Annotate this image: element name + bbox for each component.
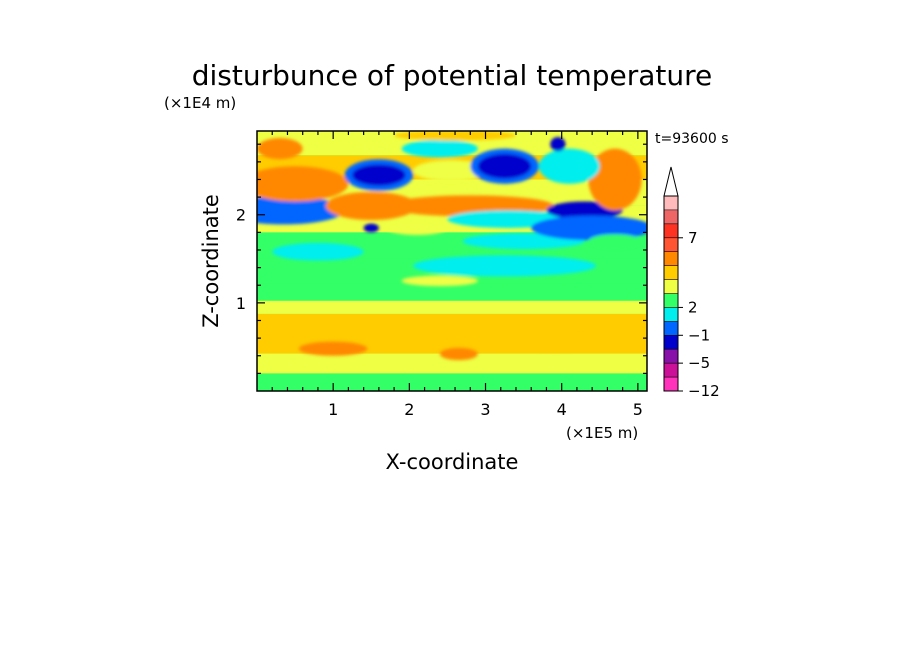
contour-cell — [298, 341, 368, 356]
y-unit-label: (×1E4 m) — [164, 94, 236, 112]
x-unit-label: (×1E5 m) — [566, 424, 638, 442]
contour-cell — [531, 215, 647, 241]
colorbar-swatch — [664, 196, 678, 211]
colorbar-swatch — [664, 377, 678, 392]
colorbar-tick-label: 2 — [688, 298, 698, 316]
colorbar-swatch — [664, 237, 678, 253]
contour-cell — [257, 138, 303, 160]
contour-cell — [550, 137, 566, 152]
colorbar-swatch — [664, 349, 678, 364]
contour-cell — [272, 242, 364, 261]
colorbar-swatch — [664, 307, 678, 322]
contour-cell — [413, 255, 596, 277]
x-axis: 1 2 3 4 5 — [271, 131, 643, 419]
contour-band — [257, 283, 647, 301]
colorbar-swatch — [664, 265, 678, 280]
colorbar-swatch — [664, 363, 678, 378]
colorbar-swatch — [664, 321, 678, 336]
contour-cell — [257, 166, 349, 202]
x-tick-label: 1 — [328, 400, 338, 419]
colorbar-arrow — [663, 166, 679, 197]
colorbar-swatch — [664, 279, 678, 294]
contour-band — [257, 353, 647, 374]
colorbar: 7 2 −1 −5 −12 — [663, 166, 720, 400]
contour-cell — [401, 275, 478, 287]
colorbar-swatch — [664, 293, 678, 308]
y-tick-label: 2 — [236, 206, 246, 225]
colorbar-swatch — [664, 223, 678, 239]
contour-cell — [477, 153, 532, 179]
y-axis: 12 — [236, 143, 647, 374]
colorbar-tick-label: −1 — [688, 326, 710, 344]
contour-band — [257, 373, 647, 391]
x-tick-label: 3 — [480, 400, 490, 419]
contour-cell — [588, 148, 642, 211]
contour-cell — [386, 220, 448, 236]
contour-cell — [439, 347, 478, 361]
x-tick-label: 2 — [404, 400, 414, 419]
y-axis-label: Z-coordinate — [199, 194, 223, 328]
contour-cell — [363, 223, 379, 233]
contour-cell — [257, 196, 345, 225]
colorbar-tick-label: −5 — [688, 354, 710, 372]
plot-frame — [256, 130, 648, 392]
contour-cell — [538, 148, 600, 184]
colorbar-swatch — [664, 335, 678, 350]
contour-cell — [401, 139, 478, 158]
contour-cell — [352, 164, 406, 186]
colorbar-tick-label: −12 — [688, 382, 720, 400]
x-tick-label: 4 — [557, 400, 567, 419]
features — [257, 131, 647, 361]
colorbar-swatch — [664, 209, 678, 225]
contour-cell — [508, 333, 600, 352]
x-tick-label: 5 — [633, 400, 643, 419]
plot-area — [257, 131, 647, 391]
chart-title: disturbunce of potential temperature — [192, 59, 713, 92]
contour-cell — [325, 191, 417, 221]
colorbar-swatch — [664, 251, 678, 266]
y-tick-label: 1 — [236, 294, 246, 313]
contour-cell — [588, 234, 642, 249]
contour-cell — [413, 160, 490, 182]
x-axis-label: X-coordinate — [386, 450, 519, 474]
colorbar-tick-label: 7 — [688, 229, 698, 247]
contour-band — [257, 300, 647, 314]
contour-band — [257, 313, 647, 332]
time-label: t=93600 s — [655, 131, 729, 147]
